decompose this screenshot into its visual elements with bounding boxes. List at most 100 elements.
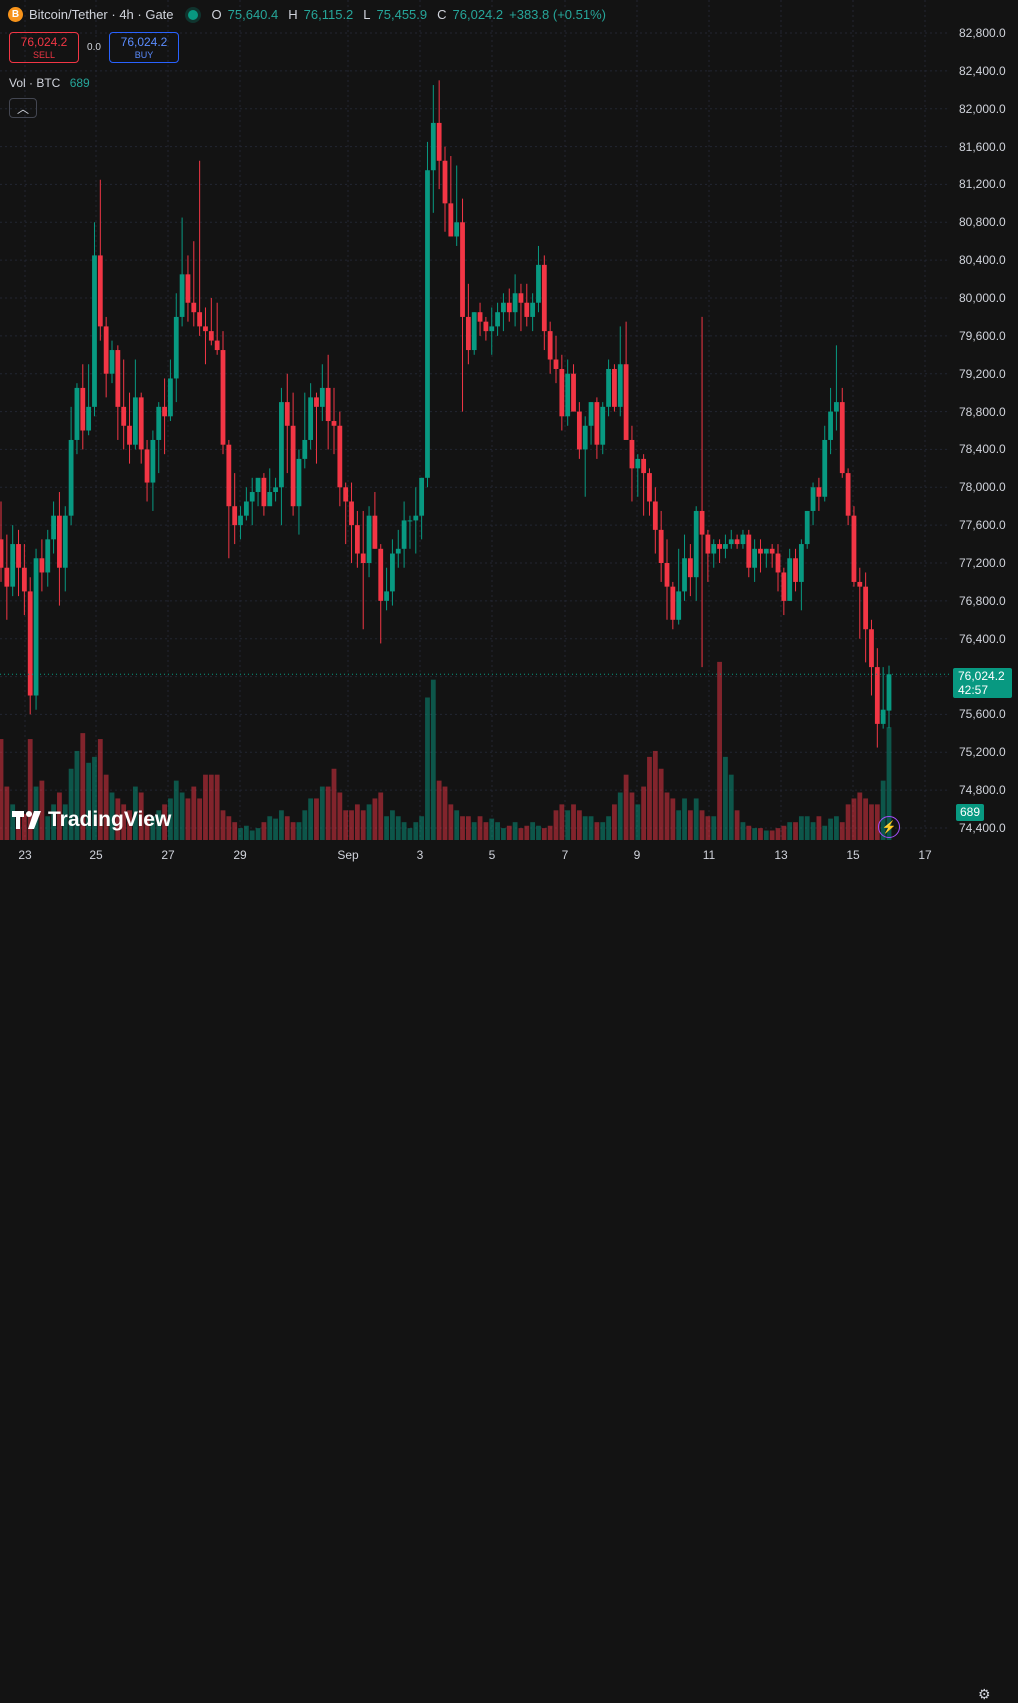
candle-body [565,373,571,417]
candle-body [874,667,880,724]
price-tick-label: 78,800.0 [959,404,1006,419]
volume-bar [442,786,448,840]
time-axis[interactable]: ⚙ 23 25 27 29 Sep 3 5 7 9 11 13 15 17 [0,840,1018,1702]
volume-bar [857,792,863,840]
close-label: C [437,7,447,22]
volume-bar [39,780,45,840]
tradingview-logo[interactable]: TradingView [12,808,171,832]
high-value: 76,115.2 [303,7,354,22]
volume-bar [845,804,851,840]
lightning-icon[interactable]: ⚡ [878,816,900,838]
volume-bar [378,792,384,840]
candle-body [506,302,512,313]
price-tick-label: 81,200.0 [959,177,1006,192]
volume-bar [308,798,314,840]
volume-bar [226,816,232,840]
candle-body [863,586,869,630]
volume-bar [506,825,512,840]
volume-bar [512,822,518,840]
volume-bar [191,786,197,840]
candle-body [354,525,360,554]
symbol-title[interactable]: Bitcoin/Tether · 4h · Gate [29,7,174,22]
candle-body [448,203,454,237]
candle-body [243,501,249,516]
candle-body [501,302,506,313]
volume-bar [413,822,419,840]
price-axis[interactable]: 82,800.0 82,400.0 82,000.0 81,600.0 81,200.0… [950,0,1018,840]
candle-body [635,458,641,469]
candle-body [261,477,267,507]
chart-area[interactable] [0,0,950,840]
symbol-legend[interactable]: B Bitcoin/Tether · 4h · Gate O 75,640.4 H… [8,7,606,22]
price-tick-label: 82,400.0 [959,63,1006,78]
volume-bar [460,816,465,840]
buy-button[interactable]: 76,024.2 BUY [109,32,179,63]
market-status-icon[interactable] [187,9,198,20]
volume-bar [594,822,600,840]
volume-bar [430,679,436,840]
volume-bar [232,822,238,840]
low-value: 75,455.9 [376,7,428,22]
candle-body [343,487,349,502]
price-chart[interactable] [0,0,950,840]
volume-bar [401,822,407,840]
volume-bar [92,756,97,840]
candle-body [337,425,343,488]
candle-body [378,548,384,601]
candle-body [115,350,121,407]
candle-body [582,425,588,450]
volume-bar [793,822,798,840]
candle-body [173,316,179,379]
price-tick-label: 80,400.0 [959,253,1006,268]
volume-bar [547,825,553,840]
volume-bar [541,828,547,840]
collapse-button[interactable]: ︿ [9,98,37,118]
candle-body [360,553,366,563]
volume-bar [763,830,769,840]
volume-bar [156,810,162,840]
price-tick-label: 81,600.0 [959,139,1006,154]
candle-body [203,326,208,332]
volume-bar [717,661,722,840]
candle-body [541,264,547,332]
volume-bar [45,816,51,840]
volume-bar [798,816,804,840]
volume-legend[interactable]: Vol · BTC 689 [9,76,90,90]
candle-body [530,302,536,317]
volume-value: 689 [69,76,90,90]
price-tick-label: 80,800.0 [959,215,1006,230]
candle-body [413,515,419,521]
volume-bar [687,810,693,840]
time-tick-label: 23 [18,848,32,862]
candle-body [62,515,68,568]
candle-body [559,368,565,417]
volume-bar [612,804,617,840]
buy-label: BUY [134,50,154,60]
candle-body [652,501,658,530]
candle-body [670,586,676,620]
volume-bar [214,774,220,840]
candle-body [793,558,798,582]
sell-button[interactable]: 76,024.2 SELL [9,32,79,63]
candle-body [617,364,623,407]
candle-body [214,340,220,351]
sell-price: 76,024.2 [20,35,68,49]
volume-label: Vol · BTC [9,76,61,90]
candle-body [419,477,425,516]
candle-body [138,397,144,450]
sell-label: SELL [32,50,56,60]
candle-body [144,449,150,483]
candle-body [27,591,33,696]
candle-body [477,312,483,322]
candle-body [267,492,273,507]
volume-bar [273,818,278,840]
volume-bar [723,756,728,840]
volume-bar [144,816,150,840]
candle-body [10,544,16,587]
gear-icon[interactable]: ⚙ [978,1686,991,1702]
candle-body [162,406,167,417]
volume-bar [0,739,4,840]
volume-bar [366,804,372,840]
candle-body [857,581,863,587]
volume-bar [74,750,80,840]
